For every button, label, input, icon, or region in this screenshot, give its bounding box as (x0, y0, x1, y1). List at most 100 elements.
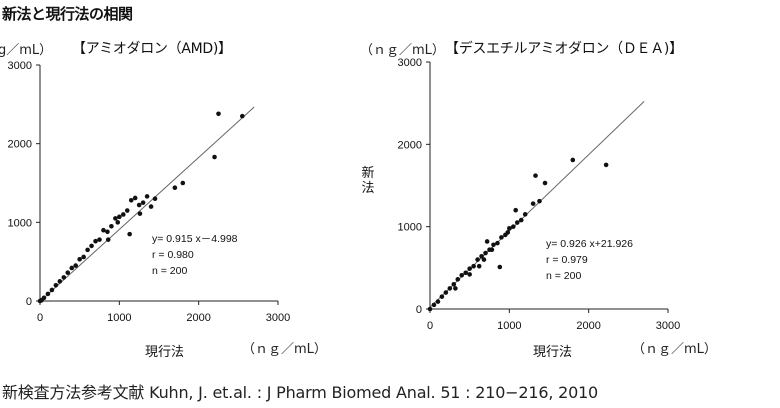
chart1-x-label: 現行法 (145, 345, 185, 360)
chart1-data-point (49, 287, 55, 293)
chart1-data-point (148, 204, 154, 209)
chart1-stat-2: n = 200 (152, 265, 187, 277)
chart1-data-point (65, 270, 71, 275)
chart2-data-point (467, 266, 472, 271)
chart1-y-tick-label: 3000 (8, 60, 32, 72)
chart1-data-point (140, 200, 146, 205)
chart2-data-point (491, 242, 496, 248)
chart2-data-point (431, 302, 437, 308)
chart1-data-point (212, 154, 217, 160)
chart2-data-point (514, 220, 520, 225)
chart1-data-point (137, 211, 143, 216)
chart2-data-point (427, 306, 433, 312)
chart1-x-tick-label: 3000 (266, 312, 290, 324)
chart1-x-tick-label: 0 (37, 312, 43, 324)
chart2-stat-0: y= 0.926 x+21.926 (546, 238, 633, 250)
chart1-data-point (57, 279, 63, 284)
chart2-stat-2: n = 200 (546, 270, 581, 282)
chart1-data-point (85, 247, 90, 253)
chart1-data-point (121, 212, 126, 217)
chart1-data-point (172, 185, 178, 191)
chart1-data-point (216, 111, 221, 117)
chart1-data-point (45, 291, 51, 297)
chart2-data-point (467, 272, 472, 277)
chart2-data-point (481, 257, 487, 262)
chart2-data-point (499, 235, 504, 240)
chart1-data-point (113, 216, 118, 221)
chart1-data-point (69, 265, 75, 271)
chart2-data-point (542, 180, 548, 186)
chart2-data-point (439, 294, 445, 299)
chart1-data-point (101, 227, 106, 233)
chart2-data-point (533, 173, 538, 178)
chart1-y-tick-label: 1000 (8, 217, 32, 229)
chart2-x-tick-label: 3000 (656, 320, 680, 332)
chart1-regression-line (39, 106, 255, 302)
chart2-x-unit: （ｎｇ／mL） (632, 342, 717, 357)
chart2-data-point (463, 270, 469, 276)
chart2-y-unit: （ｎｇ／mL） (360, 43, 445, 58)
chart2-data-point (507, 226, 512, 231)
chart1-data-point (124, 208, 130, 213)
chart2-data-point (471, 263, 476, 269)
chart1-title: 【アミオダロン（AMD)】 (72, 41, 232, 57)
chart2-data-point (483, 250, 488, 256)
chart2-data-point (451, 282, 457, 287)
chart2-data-point (513, 207, 518, 213)
chart1-data-point (97, 237, 102, 242)
chart1-data-point (240, 113, 245, 119)
chart2-data-point (522, 212, 528, 217)
chart2-data-point (495, 240, 500, 246)
chart2-data-point (603, 162, 609, 168)
chart1-data-point (81, 254, 86, 260)
chart1-data-point (105, 237, 111, 242)
chart1-stat-1: r = 0.980 (152, 249, 194, 261)
chart1-data-point (73, 263, 78, 268)
chart2-x-tick-label: 2000 (576, 320, 600, 332)
chart2-y-label: 新法 (361, 166, 375, 196)
chart2-x-tick-label: 1000 (497, 320, 521, 332)
chart2-data-point (435, 299, 441, 304)
chart2-data-point (511, 224, 516, 229)
chart2-data-point (479, 254, 484, 259)
chart2-data-point (475, 257, 480, 262)
chart2-data-point (455, 277, 461, 282)
chart1-data-point (61, 275, 67, 280)
chart1-x-tick-label: 1000 (107, 312, 131, 324)
chart1-y-tick-label: 0 (26, 296, 32, 308)
chart1-data-point (109, 223, 114, 229)
chart1-data-point (127, 231, 132, 237)
chart1-data-point (132, 195, 138, 201)
chart2-data-point (476, 263, 482, 269)
chart1-data-point (128, 198, 134, 203)
chart2-y-tick-label: 3000 (398, 57, 422, 69)
reference-citation: 新検査方法参考文献 Kuhn, J. et.al. : J Pharm Biom… (2, 383, 599, 402)
chart2-y-tick-label: 1000 (398, 222, 422, 234)
chart1-x-unit: （ｎｇ／mL） (242, 342, 327, 357)
chart1-data-point (117, 214, 122, 220)
chart1-data-point (115, 220, 121, 225)
chart2-data-point (489, 247, 495, 253)
chart2-data-point (459, 272, 465, 278)
chart1-data-point (136, 202, 142, 208)
chart1-data-point (37, 298, 43, 304)
chart1-data-point (105, 229, 110, 235)
chart1-data-point (93, 238, 98, 244)
chart1-data-point (144, 194, 150, 199)
chart1-data-point (89, 243, 94, 249)
chart2-x-tick-label: 0 (427, 320, 433, 332)
chart1-x-tick-label: 2000 (186, 312, 210, 324)
chart2-data-point (530, 201, 536, 206)
chart1-stat-0: y= 0.915 x－4.998 (152, 233, 238, 245)
chart1-data-point (53, 282, 59, 288)
chart1-data-point (152, 196, 158, 202)
chart2-data-point (497, 264, 503, 270)
chart2-data-point (484, 239, 490, 244)
chart2-y-tick-label: 0 (416, 304, 422, 316)
chart2-data-point (453, 286, 458, 291)
chart2-data-point (570, 157, 576, 163)
chart2-data-point (447, 286, 453, 291)
chart2-data-point (537, 198, 542, 204)
